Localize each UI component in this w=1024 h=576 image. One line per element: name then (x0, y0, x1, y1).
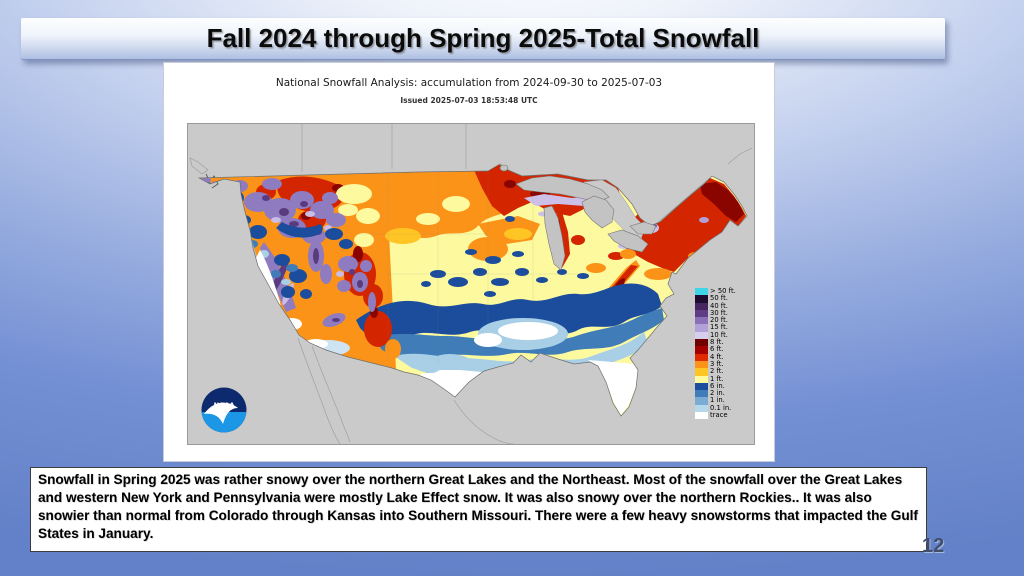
legend-row: 6 ft. (695, 345, 759, 354)
legend-label: 50 ft. (710, 294, 728, 303)
legend-swatch (695, 375, 708, 383)
legend-label: 3 ft. (710, 359, 724, 368)
page-number: 12 (922, 535, 945, 557)
figure-issued-timestamp: Issued 2025-07-03 18:53:48 UTC (400, 96, 538, 105)
legend-swatch (695, 404, 708, 413)
legend-swatch (695, 390, 708, 398)
legend-swatch (695, 324, 708, 332)
legend-row: 1 ft. (695, 374, 759, 383)
legend-row: trace (695, 411, 759, 420)
figure-title: National Snowfall Analysis: accumulation… (275, 77, 663, 89)
legend-swatch (695, 412, 708, 420)
legend-swatch (695, 368, 708, 376)
legend-swatch (695, 339, 708, 347)
legend-swatch (695, 382, 708, 391)
legend-label: 10 ft. (710, 330, 728, 339)
legend-swatch (695, 317, 708, 325)
legend-swatch (695, 346, 708, 354)
legend-label: 6 in. (710, 381, 725, 390)
legend-row: 3 ft. (695, 359, 759, 369)
legend-label: 2 in. (710, 389, 725, 398)
legend-label: 8 ft. (710, 338, 724, 347)
legend-row: 15 ft. (695, 323, 759, 332)
legend-row: 20 ft. (695, 316, 759, 325)
legend-label: 0.1 in. (710, 403, 732, 412)
snowfall-map: NOAA > 50 ft. 50 ft. 40 ft. 30 ft. 20 ft. 15 … (187, 123, 755, 445)
noaa-logo: NOAA (201, 387, 247, 433)
slide-title: Fall 2024 through Spring 2025-Total Snow… (206, 23, 760, 53)
legend-row: 2 ft. (695, 367, 759, 376)
legend-label: 4 ft. (710, 352, 724, 361)
legend-label: 30 ft. (710, 308, 728, 317)
legend-label: 1 ft. (710, 374, 724, 383)
legend-row: 30 ft. (695, 308, 759, 318)
legend-swatch (695, 302, 708, 310)
legend-label: 2 ft. (710, 367, 724, 376)
legend-swatch (695, 353, 708, 361)
legend-swatch (695, 288, 708, 296)
legend-swatch (695, 309, 708, 318)
legend-label: 1 in. (710, 396, 725, 405)
legend-row: 50 ft. (695, 294, 759, 303)
legend-label: 40 ft. (710, 301, 728, 310)
legend-swatch (695, 295, 708, 303)
legend-row: > 50 ft. (695, 287, 759, 296)
legend-label: 15 ft. (710, 323, 728, 332)
legend-swatch (695, 397, 708, 405)
legend-label: trace (710, 411, 728, 420)
us-snowfall-map-svg: NOAA (188, 124, 754, 444)
legend-label: > 50 ft. (710, 287, 736, 295)
legend-row: 1 in. (695, 396, 759, 405)
legend-row: 8 ft. (695, 338, 759, 347)
us-border-outline (197, 163, 748, 417)
legend-swatch (695, 331, 708, 340)
summary-text-box: Snowfall in Spring 2025 was rather snowy… (30, 467, 927, 552)
legend-label: 6 ft. (710, 345, 724, 354)
noaa-logo-text: NOAA (214, 401, 235, 409)
neighbor-country-lines (189, 124, 753, 444)
legend-row: 0.1 in. (695, 403, 759, 413)
legend-row: 2 in. (695, 389, 759, 398)
legend-row: 6 in. (695, 381, 759, 391)
legend-row: 10 ft. (695, 330, 759, 340)
slide-title-bar: Fall 2024 through Spring 2025-Total Snow… (21, 18, 945, 60)
great-lakes (499, 164, 657, 271)
map-legend: > 50 ft. 50 ft. 40 ft. 30 ft. 20 ft. 15 ft. 10… (695, 287, 759, 420)
legend-row: 40 ft. (695, 301, 759, 310)
legend-label: 20 ft. (710, 316, 728, 325)
summary-text: Snowfall in Spring 2025 was rather snowy… (38, 472, 918, 542)
legend-swatch (695, 360, 708, 369)
legend-row: 4 ft. (695, 352, 759, 361)
snowfall-figure-panel: National Snowfall Analysis: accumulation… (163, 62, 775, 462)
